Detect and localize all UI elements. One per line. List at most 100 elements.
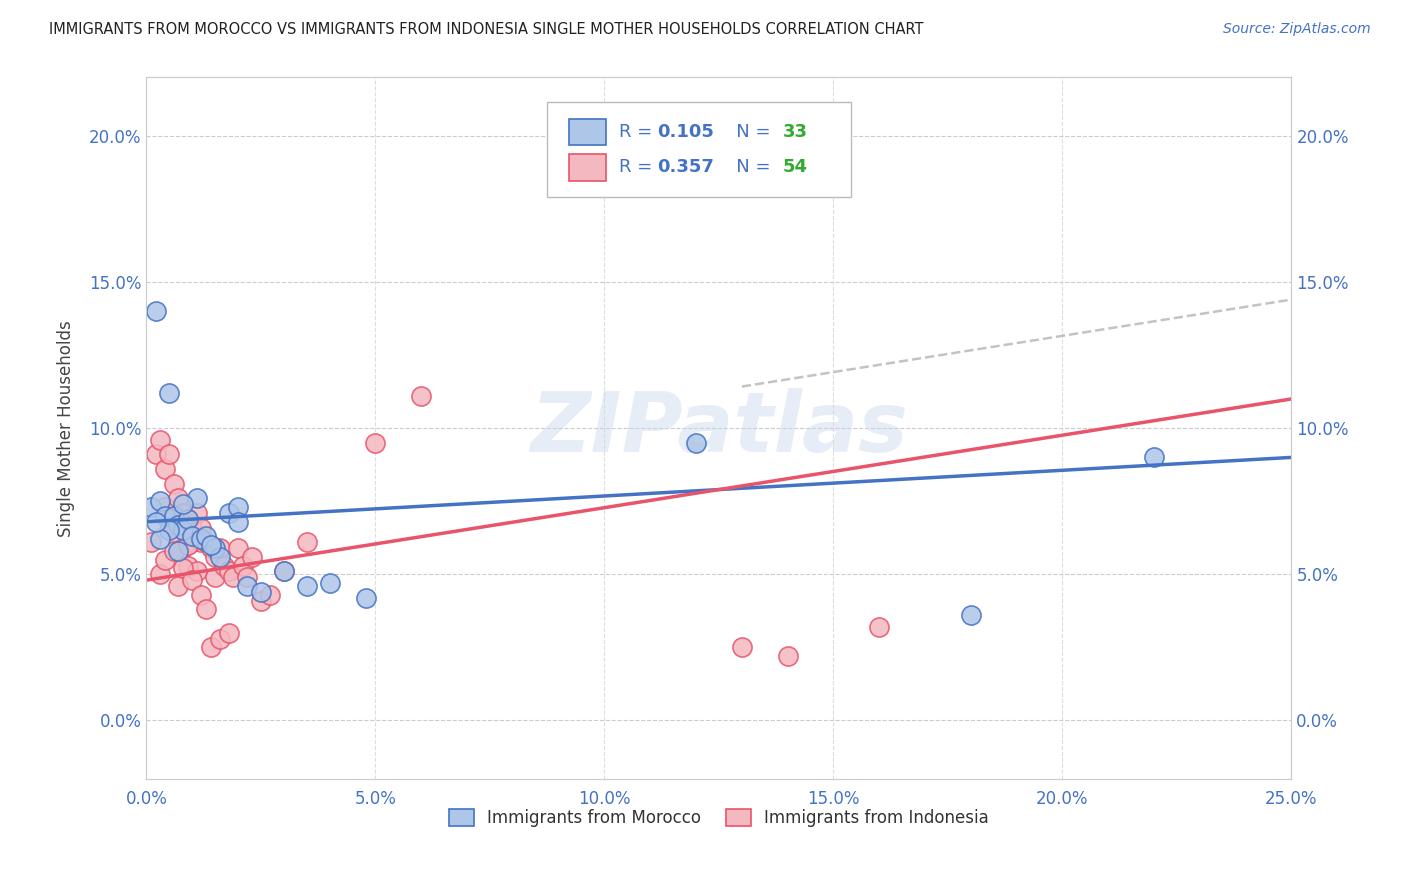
Point [960, 608, 983, 623]
Point [295, 579, 318, 593]
Point [250, 593, 273, 607]
Point [356, 591, 378, 605]
Point [157, 524, 180, 538]
Text: R =: R = [619, 123, 658, 141]
Point [176, 512, 198, 526]
Point [204, 570, 226, 584]
Text: Source: ZipAtlas.com: Source: ZipAtlas.com [1223, 22, 1371, 37]
Point [139, 535, 162, 549]
Point [167, 579, 190, 593]
Point [214, 558, 236, 573]
Point [157, 386, 180, 401]
Point [194, 529, 217, 543]
Text: N =: N = [718, 158, 776, 177]
Point [163, 520, 186, 534]
Point [232, 558, 254, 573]
Point [186, 491, 208, 506]
Point [149, 567, 172, 582]
Point [153, 500, 176, 514]
Point [222, 570, 245, 584]
Text: N =: N = [718, 123, 776, 141]
Text: ZIPatlas: ZIPatlas [530, 388, 908, 468]
Point [200, 538, 222, 552]
Point [240, 549, 263, 564]
FancyBboxPatch shape [569, 154, 606, 180]
Point [181, 529, 204, 543]
FancyBboxPatch shape [547, 102, 851, 197]
Point [776, 649, 799, 664]
Point [200, 640, 222, 655]
Point [145, 515, 167, 529]
Point [172, 524, 194, 538]
Point [318, 576, 340, 591]
Text: 33: 33 [783, 123, 808, 141]
Point [163, 544, 186, 558]
Point [208, 632, 231, 646]
Point [218, 565, 240, 579]
Point [172, 561, 194, 575]
Point [167, 517, 190, 532]
Point [411, 389, 433, 403]
Point [190, 520, 212, 534]
Point [149, 533, 172, 547]
Point [186, 506, 208, 520]
Point [186, 565, 208, 579]
Point [181, 535, 204, 549]
Point [364, 435, 387, 450]
Point [226, 541, 249, 555]
Point [208, 549, 231, 564]
Point [194, 535, 217, 549]
Point [153, 508, 176, 523]
Point [163, 508, 186, 523]
Point [167, 544, 190, 558]
Point [236, 570, 259, 584]
Point [226, 500, 249, 514]
Point [273, 565, 295, 579]
Point [153, 552, 176, 566]
Point [153, 462, 176, 476]
Point [157, 448, 180, 462]
Point [167, 535, 190, 549]
Y-axis label: Single Mother Households: Single Mother Households [58, 320, 75, 537]
Point [172, 506, 194, 520]
Point [295, 535, 318, 549]
Point [236, 579, 259, 593]
Point [218, 506, 240, 520]
Point [139, 500, 162, 514]
Point [259, 588, 281, 602]
Point [685, 435, 707, 450]
Point [145, 448, 167, 462]
Text: 0.357: 0.357 [657, 158, 714, 177]
Point [172, 497, 194, 511]
Point [1143, 450, 1166, 465]
Point [200, 541, 222, 555]
Point [176, 558, 198, 573]
Point [190, 535, 212, 549]
Legend: Immigrants from Morocco, Immigrants from Indonesia: Immigrants from Morocco, Immigrants from… [441, 802, 995, 834]
Point [218, 625, 240, 640]
Point [176, 512, 198, 526]
Point [145, 304, 167, 318]
Point [149, 494, 172, 508]
Point [868, 620, 890, 634]
Point [190, 533, 212, 547]
Text: R =: R = [619, 158, 658, 177]
Point [181, 573, 204, 587]
Point [273, 565, 295, 579]
Point [204, 549, 226, 564]
FancyBboxPatch shape [569, 119, 606, 145]
Point [194, 602, 217, 616]
Point [226, 515, 249, 529]
Point [250, 585, 273, 599]
Point [163, 476, 186, 491]
Text: IMMIGRANTS FROM MOROCCO VS IMMIGRANTS FROM INDONESIA SINGLE MOTHER HOUSEHOLDS CO: IMMIGRANTS FROM MOROCCO VS IMMIGRANTS FR… [49, 22, 924, 37]
Point [190, 588, 212, 602]
Text: 0.105: 0.105 [657, 123, 714, 141]
Point [731, 640, 754, 655]
Point [208, 541, 231, 555]
Text: 54: 54 [783, 158, 808, 177]
Point [167, 491, 190, 506]
Point [181, 520, 204, 534]
Point [172, 541, 194, 555]
Point [149, 433, 172, 447]
